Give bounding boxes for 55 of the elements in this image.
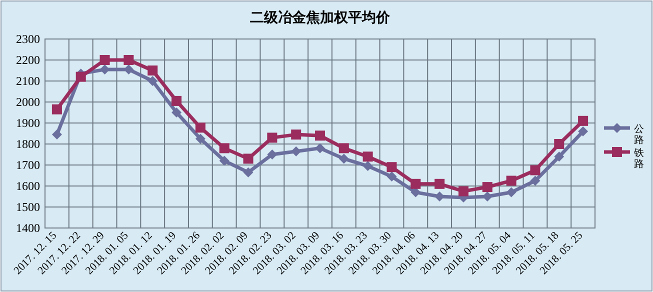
point bbox=[506, 187, 516, 198]
y-tick-label: 1700 bbox=[16, 158, 40, 172]
point bbox=[362, 152, 373, 162]
y-tick-label: 1600 bbox=[16, 179, 40, 193]
point bbox=[195, 134, 206, 144]
point bbox=[315, 143, 325, 154]
point bbox=[76, 72, 86, 82]
point bbox=[578, 126, 588, 136]
point bbox=[195, 122, 206, 133]
point bbox=[554, 152, 564, 162]
point bbox=[243, 154, 254, 164]
y-tick-label: 1900 bbox=[16, 116, 40, 130]
point bbox=[219, 143, 230, 154]
y-tick-label: 1800 bbox=[16, 137, 40, 151]
y-tick-label: 2000 bbox=[16, 95, 40, 109]
point bbox=[458, 186, 468, 196]
legend-label: 公路 bbox=[634, 123, 644, 146]
point bbox=[315, 130, 325, 141]
point bbox=[100, 64, 110, 74]
point bbox=[386, 162, 397, 172]
point bbox=[148, 66, 158, 76]
point bbox=[410, 187, 421, 198]
point bbox=[530, 176, 540, 186]
point bbox=[410, 178, 421, 189]
point bbox=[267, 132, 278, 143]
point bbox=[172, 96, 182, 106]
y-tick-label: 1500 bbox=[16, 200, 40, 214]
chart-title: 二级冶金焦加权平均价 bbox=[250, 10, 391, 26]
point bbox=[243, 167, 254, 178]
point bbox=[506, 176, 516, 186]
point bbox=[578, 116, 588, 126]
point bbox=[52, 130, 62, 140]
point bbox=[482, 182, 492, 192]
point bbox=[434, 178, 445, 189]
y-tick-label: 2100 bbox=[16, 74, 40, 88]
point bbox=[554, 139, 564, 149]
point bbox=[52, 104, 62, 114]
point bbox=[148, 76, 158, 86]
point bbox=[124, 55, 134, 65]
point bbox=[530, 165, 540, 176]
point bbox=[267, 150, 278, 160]
point bbox=[219, 156, 230, 166]
y-tick-label: 2200 bbox=[16, 53, 40, 67]
point bbox=[124, 64, 134, 74]
point bbox=[291, 146, 302, 156]
point bbox=[172, 108, 182, 118]
point bbox=[338, 143, 349, 154]
point bbox=[362, 161, 373, 172]
point bbox=[100, 55, 110, 65]
point bbox=[291, 130, 302, 140]
y-tick-label: 2300 bbox=[16, 32, 40, 46]
legend-label: 铁路 bbox=[633, 147, 644, 170]
y-tick-label: 1400 bbox=[16, 221, 40, 235]
point bbox=[386, 172, 397, 182]
point bbox=[338, 154, 349, 164]
